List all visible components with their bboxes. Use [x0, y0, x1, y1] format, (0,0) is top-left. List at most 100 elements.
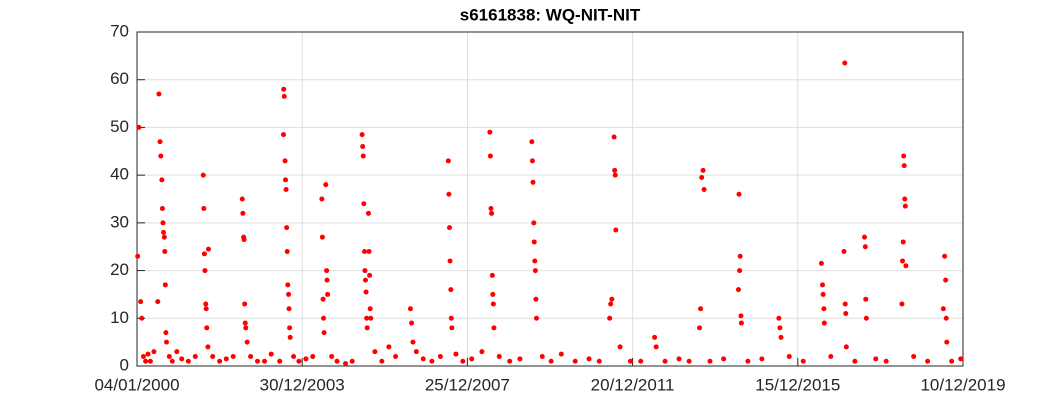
data-point [738, 320, 744, 326]
data-point [944, 339, 950, 345]
data-point [532, 268, 538, 274]
data-point [242, 301, 248, 307]
data-point [533, 315, 539, 321]
data-point [487, 129, 493, 135]
data-point [925, 358, 931, 364]
data-point [379, 358, 385, 364]
data-point [489, 210, 495, 216]
data-point [818, 260, 824, 266]
data-point [776, 315, 782, 321]
data-point [164, 339, 169, 345]
data-point [448, 287, 454, 293]
data-point [940, 306, 946, 312]
y-tick-label: 10 [110, 308, 129, 327]
data-point [609, 296, 615, 302]
data-point [268, 351, 274, 357]
data-point [446, 225, 452, 231]
data-point [448, 315, 454, 321]
axes-box [136, 31, 964, 367]
data-point [820, 282, 826, 288]
data-point [286, 291, 292, 297]
data-point [192, 353, 198, 359]
data-point [496, 353, 502, 359]
data-point [843, 344, 849, 350]
data-point [652, 334, 658, 340]
data-point [323, 182, 329, 188]
data-point [201, 251, 207, 257]
data-point [286, 306, 292, 312]
data-point [686, 358, 692, 364]
data-point [283, 186, 289, 192]
data-point [362, 268, 368, 274]
data-point [697, 325, 703, 331]
data-point [155, 299, 161, 305]
data-point [138, 299, 144, 305]
data-point [429, 358, 435, 364]
y-tick-label: 20 [110, 260, 129, 279]
data-point [321, 315, 327, 321]
data-point [902, 203, 908, 209]
data-point [469, 356, 475, 362]
data-point [262, 358, 268, 364]
data-point [281, 86, 287, 92]
data-point [820, 291, 826, 297]
data-point [900, 258, 906, 264]
data-point [701, 186, 707, 192]
data-point [282, 158, 288, 164]
data-point [349, 358, 355, 364]
data-point [334, 358, 340, 364]
data-point [653, 344, 659, 350]
data-point [531, 220, 537, 226]
data-point [862, 234, 868, 240]
data-point [147, 358, 153, 364]
data-point [158, 153, 164, 159]
data-point [241, 237, 247, 243]
data-point [372, 349, 378, 355]
data-point [586, 356, 592, 362]
data-point [707, 358, 713, 364]
data-point [363, 277, 369, 283]
x-tick-label: 04/01/2000 [94, 375, 179, 394]
data-point [942, 253, 948, 259]
data-point [548, 358, 554, 364]
data-point [786, 353, 792, 359]
data-point [539, 353, 545, 359]
data-point [239, 196, 245, 202]
data-point [359, 132, 365, 138]
data-point [325, 291, 331, 297]
y-tick-label: 50 [110, 117, 129, 136]
data-point [721, 356, 727, 362]
data-point [365, 210, 371, 216]
data-point [488, 206, 494, 212]
data-point [139, 315, 145, 321]
data-point [862, 244, 868, 250]
data-point [698, 306, 704, 312]
data-point [159, 177, 165, 183]
data-point [572, 358, 578, 364]
data-point [223, 356, 229, 362]
data-point [800, 358, 806, 364]
data-point [159, 206, 165, 212]
data-point [324, 277, 330, 283]
data-point [242, 320, 248, 326]
data-point [662, 358, 668, 364]
data-point [140, 353, 146, 359]
data-point [162, 282, 168, 288]
data-point [902, 196, 908, 202]
data-point [210, 353, 216, 359]
data-point [490, 291, 496, 297]
data-point [911, 353, 917, 359]
data-point [843, 311, 849, 317]
data-point [852, 358, 858, 364]
data-point [873, 356, 879, 362]
y-tick-label: 0 [120, 355, 129, 374]
x-tick-label: 30/12/2003 [260, 375, 345, 394]
data-point [161, 234, 167, 240]
data-point [453, 351, 459, 357]
data-point [205, 344, 211, 350]
data-point [449, 325, 455, 331]
data-point [156, 91, 162, 97]
data-point [303, 356, 309, 362]
data-point [532, 258, 538, 264]
